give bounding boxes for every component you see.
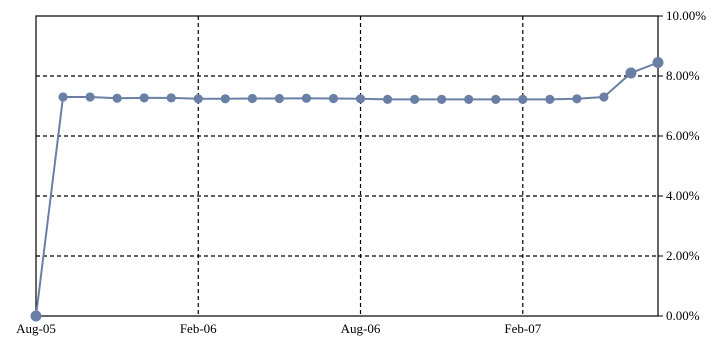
data-point bbox=[247, 93, 257, 104]
plot-area-border bbox=[35, 15, 659, 317]
data-point bbox=[437, 94, 447, 104]
series-line bbox=[35, 61, 659, 317]
data-point bbox=[652, 57, 664, 68]
data-point bbox=[491, 94, 501, 104]
x-tick-label: Feb-07 bbox=[504, 321, 541, 336]
x-tick-label: Aug-06 bbox=[341, 321, 381, 336]
y-tick-label: 2.00% bbox=[666, 248, 700, 263]
data-point bbox=[518, 94, 528, 104]
y-tick-label: 10.00% bbox=[666, 8, 706, 23]
y-axis-ticks: 0.00% 2.00% 4.00% 6.00% 8.00% 10.00% bbox=[658, 8, 706, 323]
x-tick-label: Aug-05 bbox=[16, 321, 56, 336]
data-point bbox=[545, 94, 555, 104]
data-point bbox=[85, 92, 95, 102]
y-tick-label: 6.00% bbox=[666, 128, 700, 143]
x-axis-ticks: Aug-05 Feb-06 Aug-06 Feb-07 bbox=[16, 321, 542, 336]
data-point bbox=[301, 93, 312, 103]
data-point bbox=[572, 94, 582, 104]
data-point bbox=[274, 93, 284, 104]
data-point bbox=[464, 94, 474, 104]
data-point bbox=[410, 94, 420, 104]
y-tick-label: 8.00% bbox=[666, 68, 700, 83]
data-point bbox=[30, 310, 42, 322]
data-point bbox=[139, 93, 149, 103]
data-point bbox=[382, 94, 393, 104]
series-layer bbox=[30, 57, 664, 322]
data-point bbox=[599, 92, 609, 102]
data-point bbox=[625, 67, 637, 79]
y-tick-label: 0.00% bbox=[666, 308, 700, 323]
y-tick-label: 4.00% bbox=[666, 188, 700, 203]
data-point bbox=[328, 93, 339, 104]
data-point bbox=[193, 94, 203, 104]
gridlines bbox=[36, 16, 658, 316]
data-point bbox=[112, 93, 122, 103]
data-point bbox=[166, 93, 176, 103]
data-point bbox=[220, 94, 230, 104]
data-point bbox=[355, 94, 366, 104]
x-tick-label: Feb-06 bbox=[180, 321, 217, 336]
data-point bbox=[58, 92, 68, 102]
